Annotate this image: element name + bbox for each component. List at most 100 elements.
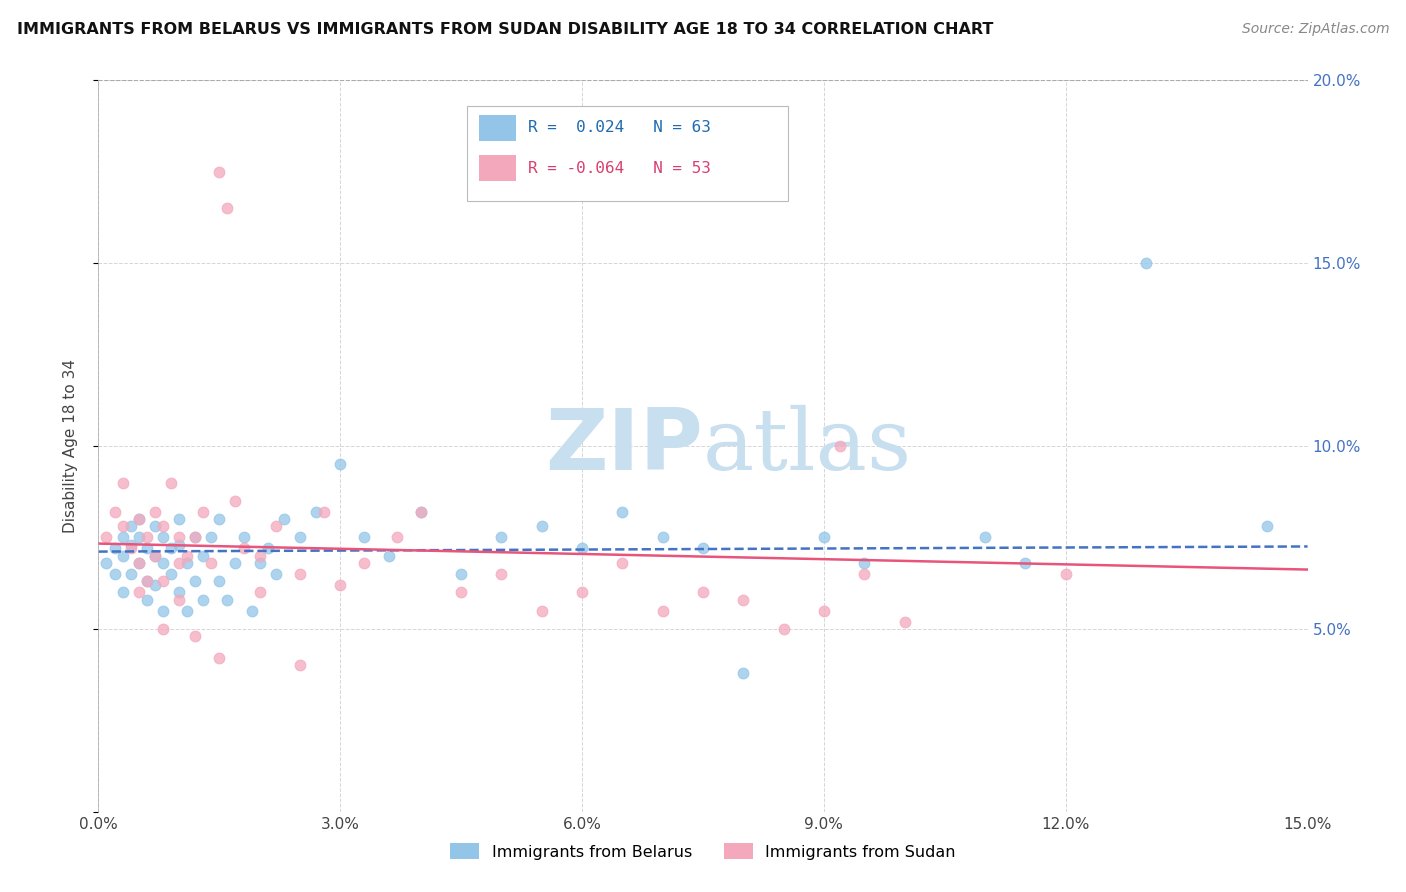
Point [1256,519,1278,533]
Bar [479,155,516,181]
Point [128,556,150,570]
Point [193,505,215,519]
Point [409,505,432,519]
Point [249,585,271,599]
Point [176,549,198,563]
Point [651,530,673,544]
Point [409,505,432,519]
Point [160,567,183,582]
Text: R =  0.024   N = 63: R = 0.024 N = 63 [527,120,710,136]
Point [184,530,207,544]
Point [111,530,134,544]
Point [1135,256,1157,270]
Point [450,585,472,599]
Point [143,505,166,519]
Point [329,457,352,471]
Y-axis label: Disability Age 18 to 34: Disability Age 18 to 34 [63,359,77,533]
Point [167,585,190,599]
Point [1014,556,1036,570]
Point [974,530,997,544]
Point [96,530,118,544]
Point [208,574,231,589]
FancyBboxPatch shape [467,106,787,201]
Text: R = -0.064   N = 53: R = -0.064 N = 53 [527,161,710,176]
Text: ZIP: ZIP [546,404,703,488]
Point [288,658,311,673]
Point [96,556,118,570]
Point [853,556,876,570]
Text: atlas: atlas [703,404,912,488]
Point [813,530,835,544]
Point [111,585,134,599]
Point [111,519,134,533]
Point [160,541,183,556]
Point [184,530,207,544]
Point [491,530,513,544]
Point [772,622,794,636]
Point [200,556,222,570]
Bar [479,115,516,141]
Point [120,538,142,552]
Point [612,556,634,570]
Point [120,567,142,582]
Point [143,578,166,592]
Point [828,439,851,453]
Point [240,603,263,617]
Point [152,556,174,570]
Point [264,519,287,533]
Legend: Immigrants from Belarus, Immigrants from Sudan: Immigrants from Belarus, Immigrants from… [444,837,962,866]
Point [893,615,915,629]
Point [208,651,231,665]
Point [612,505,634,519]
Point [160,475,183,490]
Point [167,592,190,607]
Point [733,592,755,607]
Point [103,541,125,556]
Point [135,574,157,589]
Point [167,512,190,526]
Point [353,556,375,570]
Point [200,530,222,544]
Point [152,603,174,617]
Point [853,567,876,582]
Point [256,541,278,556]
Point [128,530,150,544]
Point [692,541,714,556]
Point [128,585,150,599]
Point [184,629,207,643]
Point [128,512,150,526]
Point [128,556,150,570]
Point [193,592,215,607]
Point [217,201,239,215]
Point [167,556,190,570]
Point [152,530,174,544]
Point [167,530,190,544]
Point [571,585,593,599]
Point [176,603,198,617]
Point [353,530,375,544]
Point [135,592,157,607]
Point [152,622,174,636]
Text: IMMIGRANTS FROM BELARUS VS IMMIGRANTS FROM SUDAN DISABILITY AGE 18 TO 34 CORRELA: IMMIGRANTS FROM BELARUS VS IMMIGRANTS FR… [17,22,993,37]
Point [184,574,207,589]
Point [232,541,254,556]
Point [385,530,408,544]
Point [491,567,513,582]
Point [103,567,125,582]
Point [152,519,174,533]
Point [377,549,399,563]
Point [232,530,254,544]
Point [208,164,231,178]
Point [305,505,328,519]
Point [176,556,198,570]
Point [217,592,239,607]
Point [143,549,166,563]
Point [224,556,246,570]
Point [329,578,352,592]
Point [224,494,246,508]
Point [264,567,287,582]
Point [733,665,755,680]
Point [813,603,835,617]
Point [143,519,166,533]
Point [135,541,157,556]
